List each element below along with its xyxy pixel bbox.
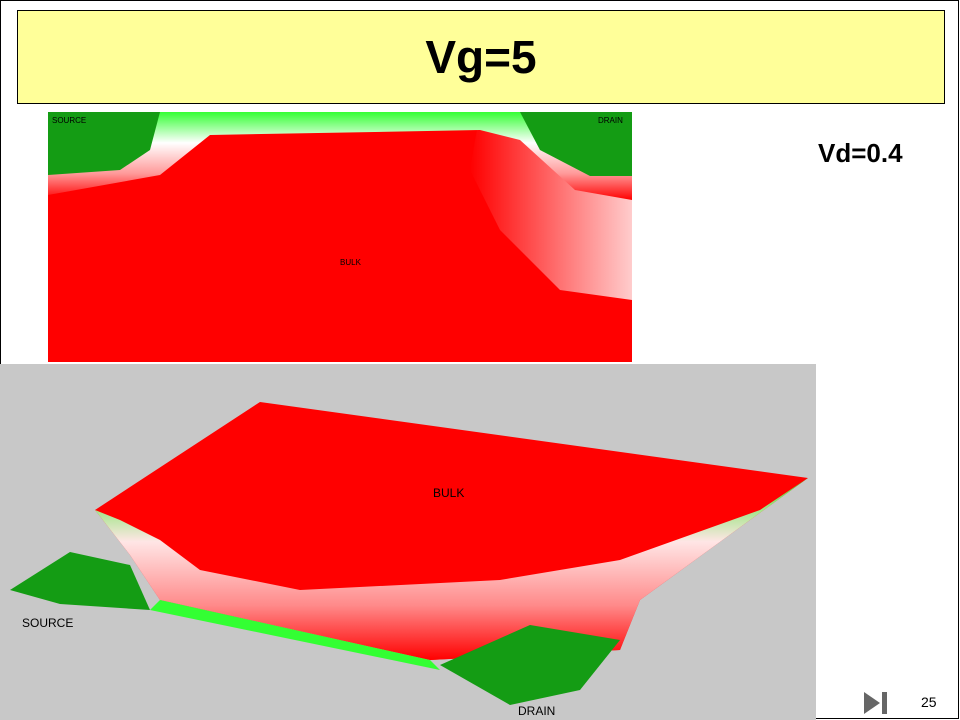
page-number: 25	[921, 694, 937, 710]
side-label: Vd=0.4	[818, 138, 903, 168]
title-box: Vg=5	[17, 10, 945, 104]
bottom-bulk-label: BULK	[433, 486, 464, 500]
top-simulation: SOURCE DRAIN BULK	[48, 112, 632, 362]
bottom-drain-label: DRAIN	[518, 704, 555, 718]
next-slide-button[interactable]	[864, 692, 887, 714]
top-bulk-label: BULK	[340, 258, 362, 267]
top-source-label: SOURCE	[52, 116, 86, 125]
bottom-source-label: SOURCE	[22, 616, 73, 630]
title: Vg=5	[425, 31, 537, 83]
top-drain-label: DRAIN	[598, 116, 623, 125]
bottom-simulation: BULK SOURCE DRAIN	[0, 364, 816, 720]
